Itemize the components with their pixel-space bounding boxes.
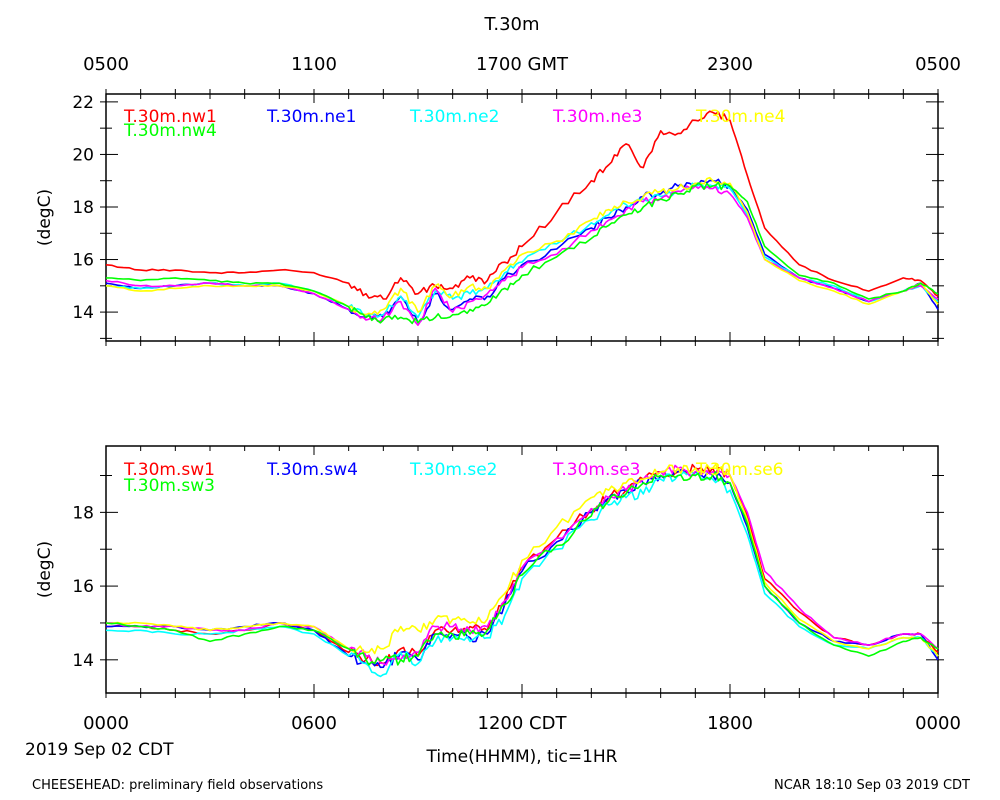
top-y-axis-label: (degC) xyxy=(35,189,55,246)
top-panel: 14 16 18 20 22 (degC) T.30m.nw1 T.30m.ne1 T.30m.… xyxy=(35,89,944,346)
legend-label-T-30m-nw1: T.30m.nw1 xyxy=(123,107,217,127)
bottom-tick-label-0000a: 0000 xyxy=(83,713,129,734)
top-tick-label-2300: 2300 xyxy=(707,54,753,75)
series-line-T-30m-ne1 xyxy=(105,178,939,324)
top-y-tick-label: 20 xyxy=(72,145,94,165)
legend-label-T-30m-ne3: T.30m.ne3 xyxy=(552,107,642,127)
bottom-panel: 14 16 18 (degC) T.30m.sw1 T.30m.sw4 T.30m.se2 T… xyxy=(35,445,944,698)
legend-label-T-30m-sw4: T.30m.sw4 xyxy=(266,460,358,480)
top-plot-frame xyxy=(105,93,939,342)
top-tick-label-0500b: 0500 xyxy=(915,54,961,75)
series-line-T-30m-se3 xyxy=(105,464,939,666)
bottom-y-tick-label: 14 xyxy=(72,651,94,671)
top-tick-label-1700: 1700 GMT xyxy=(476,54,569,75)
bottom-tick-label-0000b: 0000 xyxy=(915,713,961,734)
series-line-T-30m-nw4 xyxy=(105,181,939,325)
top-y-tick-label: 22 xyxy=(72,93,94,113)
bottom-tick-label-1200: 1200 CDT xyxy=(478,713,568,734)
series-line-T-30m-ne3 xyxy=(105,185,939,327)
legend-label-T-30m-ne4: T.30m.ne4 xyxy=(695,107,785,127)
bottom-y-tick-label: 16 xyxy=(72,577,94,597)
legend-label-T-30m-se2: T.30m.se2 xyxy=(409,460,498,480)
bottom-y-axis-label: (degC) xyxy=(35,541,55,598)
footer-right: NCAR 18:10 Sep 03 2019 CDT xyxy=(774,778,970,793)
top-tick-label-0500a: 0500 xyxy=(83,54,129,75)
series-line-T-30m-ne2 xyxy=(105,182,939,319)
x-axis-label: Time(HHMM), tic=1HR xyxy=(426,747,618,767)
date-label: 2019 Sep 02 CDT xyxy=(25,740,174,760)
bottom-plot-frame xyxy=(105,445,939,694)
top-y-tick-label: 16 xyxy=(72,251,94,271)
bottom-tick-label-1800: 1800 xyxy=(707,713,753,734)
series-line-T-30m-sw3 xyxy=(105,471,939,666)
bottom-tick-label-0600: 0600 xyxy=(291,713,337,734)
top-y-tick-label: 18 xyxy=(72,198,94,218)
legend-label-T-30m-se3: T.30m.se3 xyxy=(552,460,641,480)
bottom-y-tick-label: 18 xyxy=(72,503,94,523)
series-line-T-30m-se6 xyxy=(105,463,939,657)
legend-label-T-30m-ne1: T.30m.ne1 xyxy=(266,107,356,127)
legend-label-T-30m-sw3: T.30m.sw3 xyxy=(123,476,215,496)
series-line-T-30m-nw1 xyxy=(105,110,939,300)
legend-label-T-30m-nw4: T.30m.nw4 xyxy=(123,121,217,141)
footer-left: CHEESEHEAD: preliminary field observatio… xyxy=(32,778,323,793)
top-y-tick-label: 14 xyxy=(72,303,94,323)
top-tick-label-1100: 1100 xyxy=(291,54,337,75)
legend-label-T-30m-ne2: T.30m.ne2 xyxy=(409,107,499,127)
chart-title: T.30m xyxy=(483,14,539,35)
legend-label-T-30m-sw1: T.30m.sw1 xyxy=(123,460,215,480)
series-line-T-30m-se2 xyxy=(105,470,939,678)
legend-label-T-30m-se6: T.30m.se6 xyxy=(695,460,784,480)
